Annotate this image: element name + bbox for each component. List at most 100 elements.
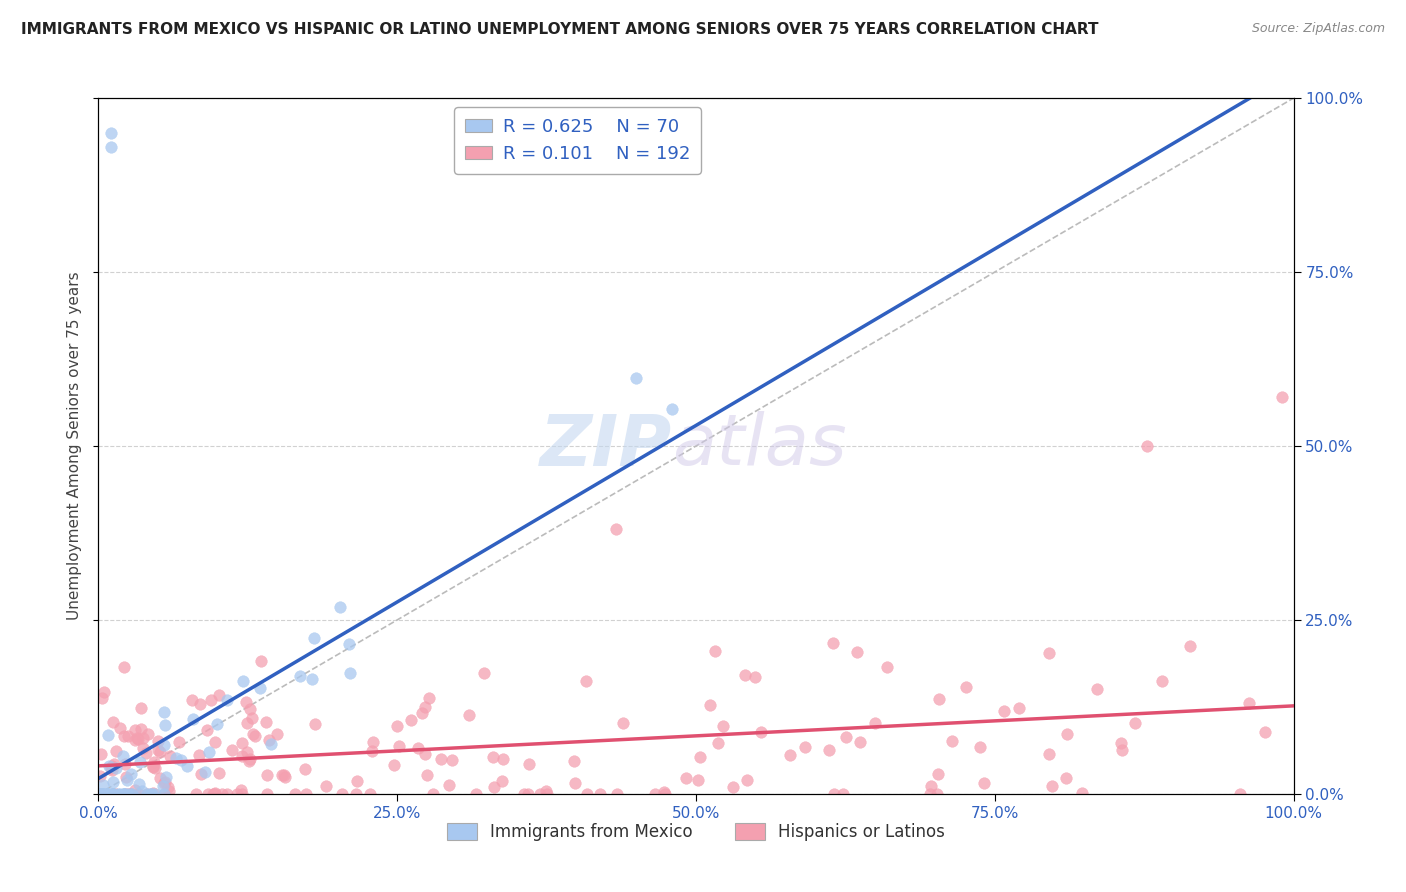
Point	[360, 744, 382, 758]
Point	[114, 787, 136, 801]
Point	[98, 787, 121, 801]
Point	[112, 748, 135, 763]
Point	[422, 787, 444, 801]
Point	[689, 750, 711, 764]
Point	[941, 734, 963, 748]
Point	[704, 644, 727, 658]
Point	[90, 787, 112, 801]
Point	[101, 787, 124, 801]
Point	[1042, 779, 1064, 793]
Point	[141, 787, 163, 801]
Point	[517, 756, 540, 771]
Point	[249, 654, 271, 668]
Point	[152, 705, 174, 719]
Point	[90, 787, 112, 801]
Point	[626, 371, 648, 385]
Point	[139, 787, 162, 801]
Point	[329, 599, 352, 614]
Point	[200, 693, 222, 707]
Point	[91, 787, 114, 801]
Point	[197, 787, 219, 801]
Point	[1237, 696, 1260, 710]
Point	[484, 780, 506, 794]
Point	[823, 636, 845, 650]
Point	[849, 735, 872, 749]
Point	[153, 776, 176, 790]
Point	[104, 744, 127, 758]
Point	[534, 783, 557, 797]
Point	[215, 692, 238, 706]
Point	[112, 729, 135, 743]
Point	[101, 715, 124, 730]
Point	[142, 786, 165, 800]
Point	[97, 787, 120, 801]
Point	[118, 787, 141, 801]
Point	[195, 723, 218, 737]
Point	[1054, 772, 1077, 786]
Point	[606, 787, 628, 801]
Point	[108, 721, 131, 735]
Point	[204, 787, 226, 801]
Point	[226, 787, 249, 801]
Point	[97, 728, 120, 742]
Point	[439, 778, 461, 792]
Point	[135, 746, 157, 760]
Point	[406, 741, 429, 756]
Point	[240, 710, 263, 724]
Point	[89, 769, 111, 783]
Point	[194, 765, 217, 780]
Point	[239, 702, 262, 716]
Point	[181, 712, 204, 726]
Point	[152, 779, 174, 793]
Point	[304, 716, 326, 731]
Point	[90, 747, 112, 761]
Point	[257, 733, 280, 747]
Point	[413, 699, 436, 714]
Point	[124, 732, 146, 747]
Point	[920, 787, 942, 801]
Point	[103, 787, 125, 801]
Point	[98, 758, 121, 772]
Point	[955, 680, 977, 694]
Point	[157, 784, 180, 798]
Point	[136, 787, 159, 801]
Point	[482, 749, 505, 764]
Point	[155, 770, 177, 784]
Point	[108, 787, 131, 801]
Point	[288, 669, 311, 683]
Point	[337, 637, 360, 651]
Point	[274, 770, 297, 784]
Point	[846, 645, 869, 659]
Point	[100, 761, 122, 775]
Point	[576, 787, 599, 801]
Point	[387, 719, 409, 733]
Point	[90, 787, 112, 801]
Point	[112, 660, 135, 674]
Point	[131, 784, 153, 798]
Point	[231, 748, 253, 763]
Point	[654, 787, 676, 801]
Point	[104, 787, 127, 801]
Point	[139, 787, 162, 801]
Point	[101, 787, 124, 801]
Point	[529, 787, 551, 801]
Point	[100, 787, 122, 801]
Point	[969, 739, 991, 754]
Point	[259, 737, 281, 751]
Point	[157, 780, 180, 794]
Point	[399, 713, 422, 727]
Point	[271, 767, 294, 781]
Point	[94, 787, 117, 801]
Point	[699, 698, 721, 713]
Point	[107, 787, 129, 801]
Point	[562, 754, 585, 768]
Point	[238, 755, 260, 769]
Point	[1253, 725, 1275, 739]
Point	[723, 780, 745, 795]
Point	[131, 701, 153, 715]
Point	[117, 730, 139, 744]
Point	[101, 787, 124, 801]
Point	[104, 761, 127, 775]
Point	[513, 787, 536, 801]
Point	[90, 787, 112, 801]
